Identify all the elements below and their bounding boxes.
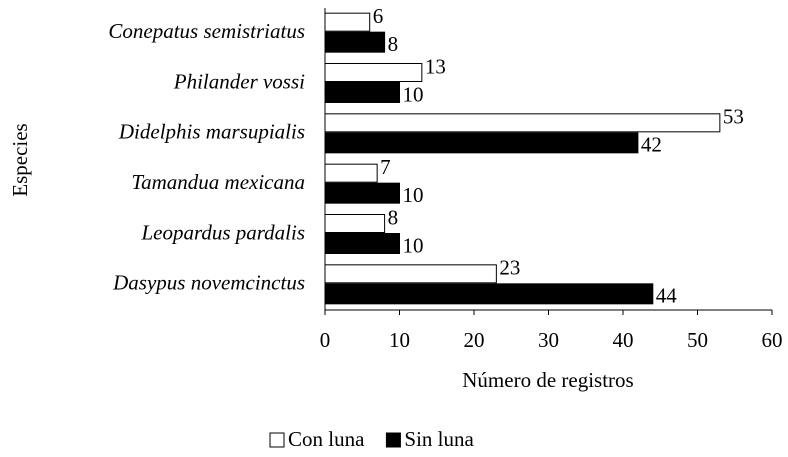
bar	[324, 233, 400, 254]
legend-label: Con luna	[288, 427, 365, 451]
data-label: 8	[388, 205, 399, 229]
data-label: 23	[499, 256, 520, 280]
data-label: 42	[641, 133, 662, 157]
x-tick-label: 30	[538, 328, 559, 352]
bar	[324, 63, 423, 82]
y-tick-label: Tamandua mexicana	[131, 170, 305, 194]
bar	[324, 113, 721, 133]
x-tick-label: 20	[464, 328, 485, 352]
legend-swatch	[269, 432, 285, 448]
x-axis-title: Número de registros	[462, 368, 633, 392]
y-tick-label: Leopardus pardalis	[140, 220, 305, 244]
bar	[324, 264, 497, 284]
bar	[324, 182, 400, 204]
bar	[324, 12, 371, 32]
bar	[324, 82, 400, 103]
data-label: 13	[425, 54, 446, 78]
bar	[324, 132, 639, 154]
data-label: 6	[373, 4, 384, 28]
data-label: 10	[403, 183, 424, 207]
data-label: 7	[380, 155, 391, 179]
y-tick-label: Dasypus novemcinctus	[112, 271, 305, 295]
x-tick-label: 0	[320, 328, 331, 352]
x-tick-label: 50	[687, 328, 708, 352]
x-tick-label: 40	[613, 328, 634, 352]
bar	[324, 214, 386, 233]
legend-label: Sin luna	[404, 427, 474, 451]
y-tick-label: Didelphis marsupialis	[118, 120, 305, 144]
bar	[324, 163, 378, 183]
data-label: 10	[403, 233, 424, 257]
bar	[324, 31, 386, 53]
y-axis-title: Especies	[8, 123, 32, 196]
y-tick-label: Conepatus semistriatus	[108, 19, 305, 43]
data-label: 10	[403, 82, 424, 106]
x-tick-label: 60	[762, 328, 783, 352]
x-tick-label: 10	[389, 328, 410, 352]
bar	[324, 283, 654, 305]
legend-swatch	[385, 432, 401, 448]
data-label: 53	[723, 105, 744, 129]
y-tick-label: Philander vossi	[173, 69, 305, 93]
data-label: 8	[388, 32, 399, 56]
data-label: 44	[656, 284, 678, 308]
